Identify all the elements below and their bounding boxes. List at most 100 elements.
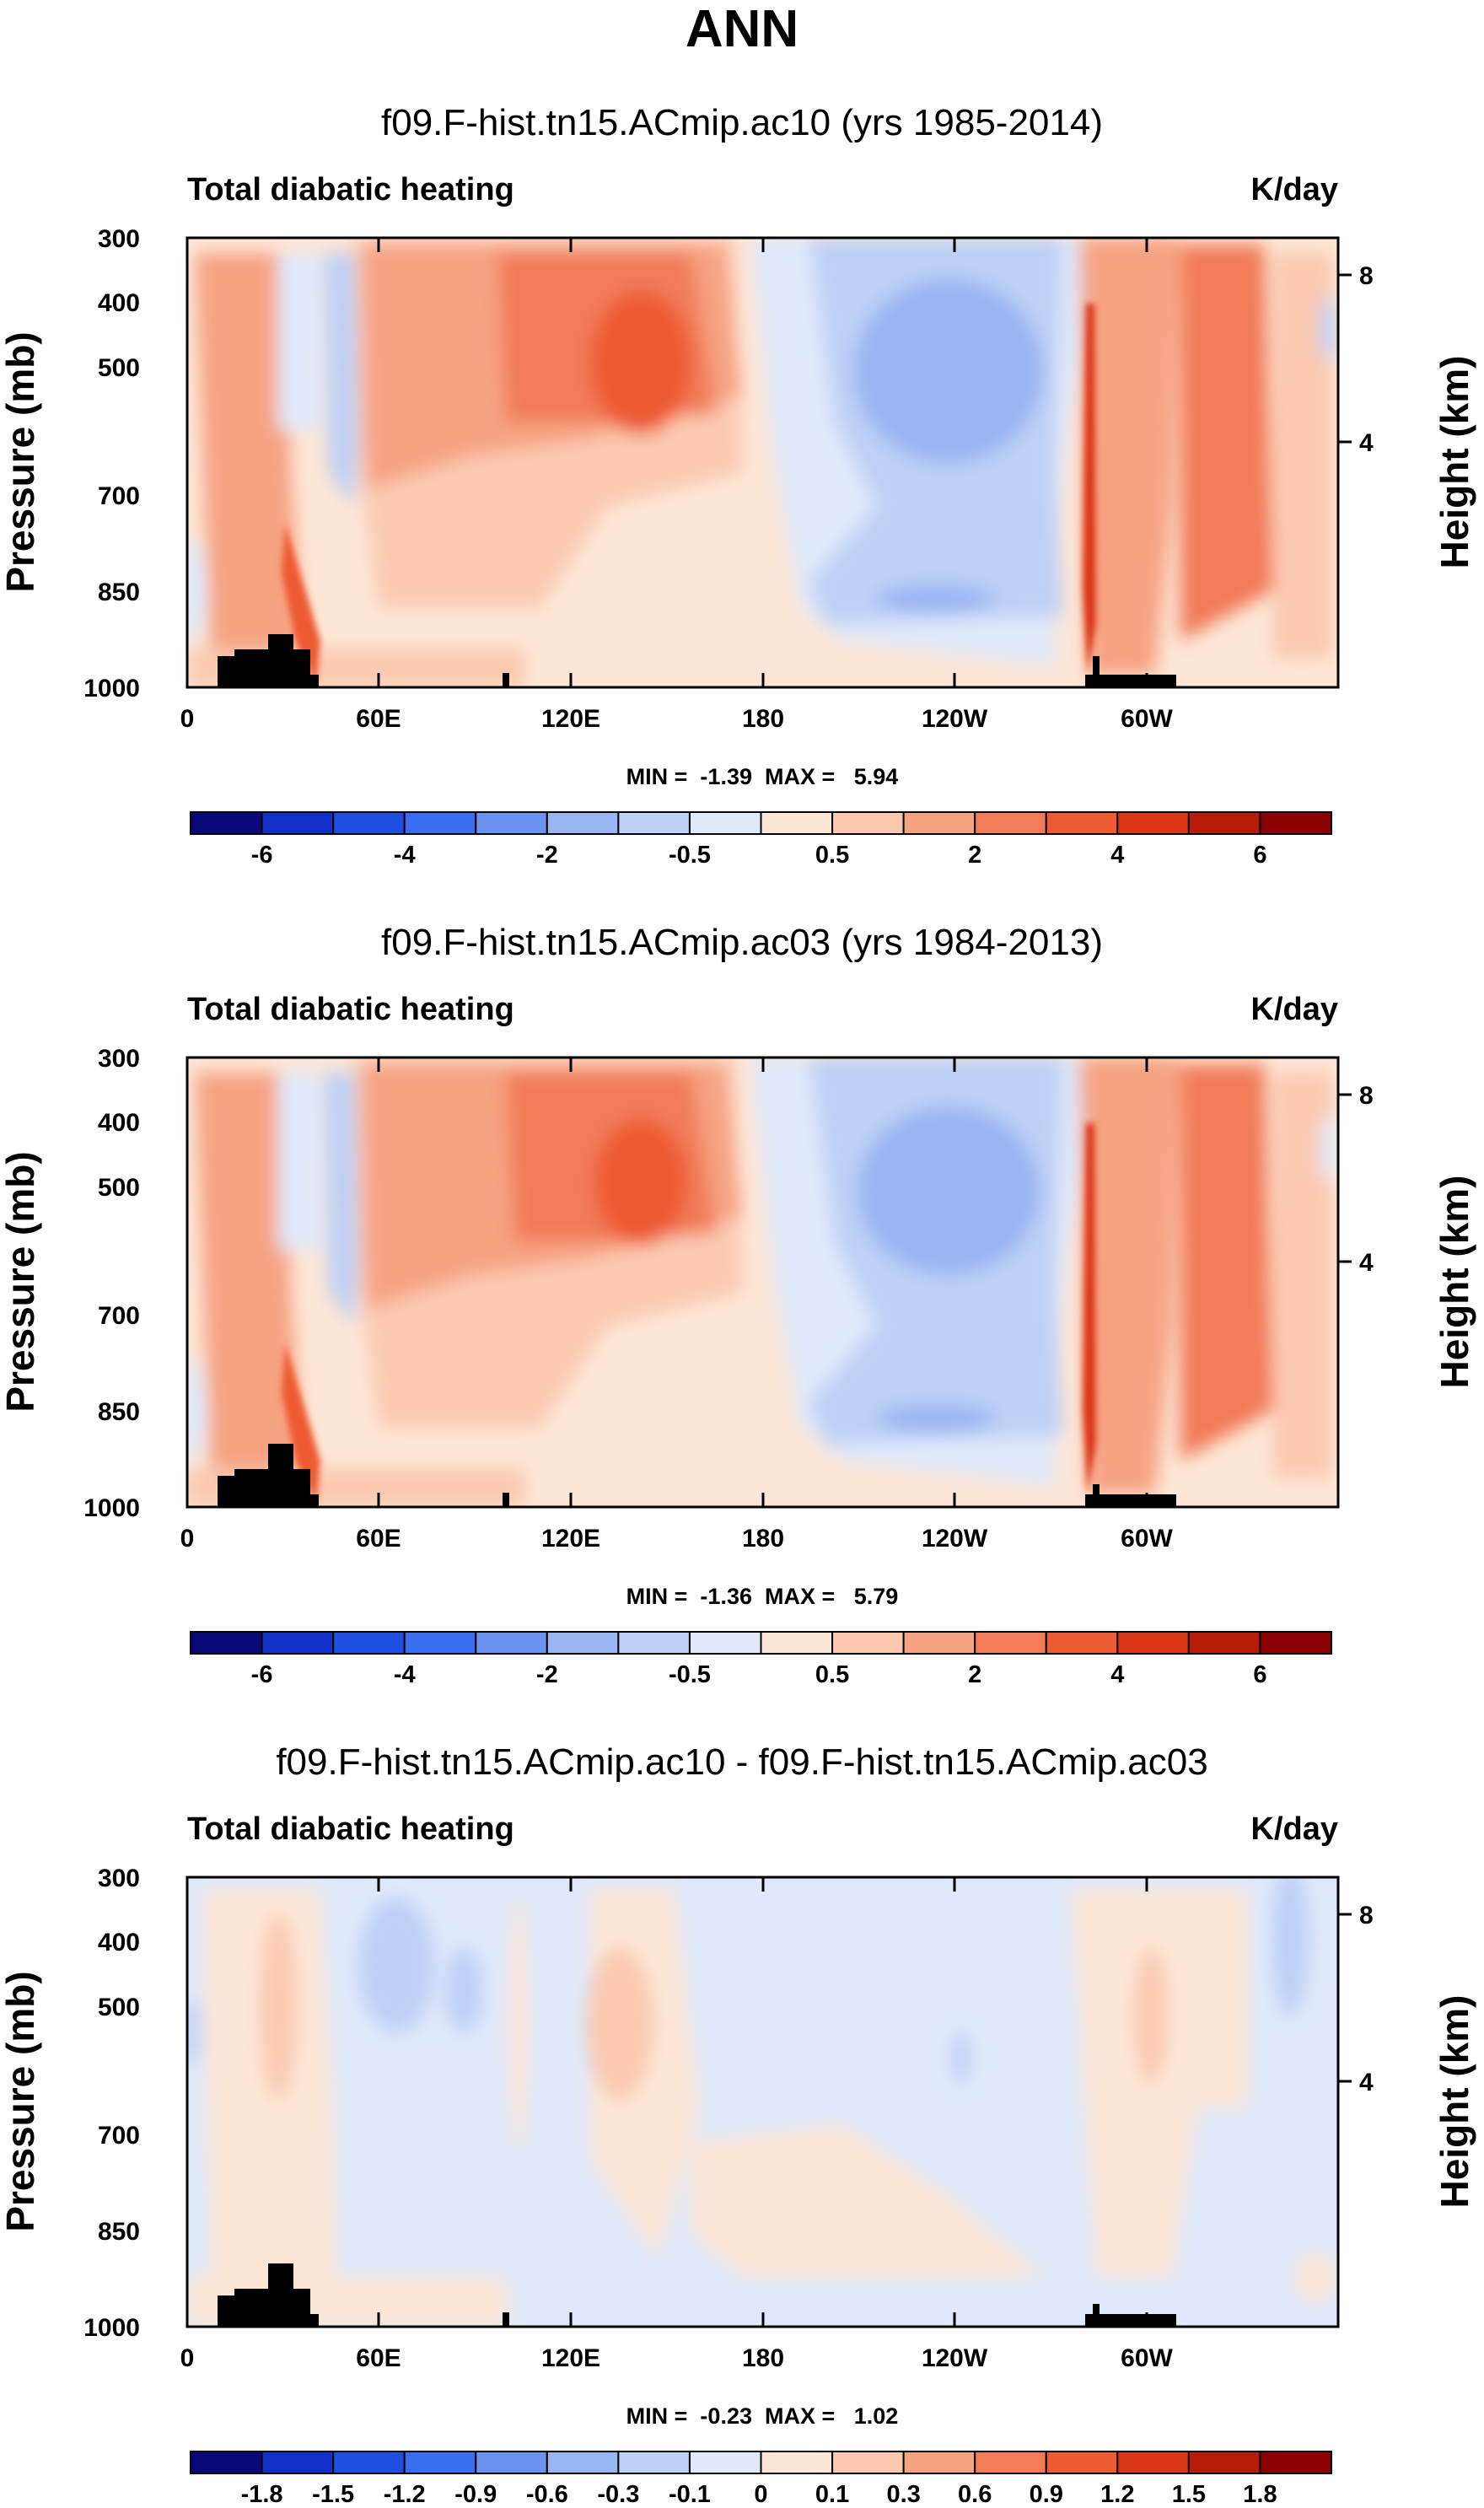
colorbar-label: -0.1 xyxy=(669,2481,711,2508)
colorbar-swatch xyxy=(902,2451,976,2474)
colorbar-label: 6 xyxy=(1253,1661,1266,1688)
colorbar-swatch xyxy=(831,2451,905,2474)
x-axis-ticks xyxy=(186,238,1352,687)
y-right-tick-label: 8 xyxy=(1359,1082,1374,1110)
colorbar-swatch xyxy=(332,1631,406,1655)
colorbar-swatch xyxy=(190,1631,263,1655)
x-tick-label: 0 xyxy=(180,1525,195,1553)
colorbar-swatch xyxy=(974,1631,1047,1655)
y-axis-label: Pressure (mb) xyxy=(0,1971,42,2231)
colorbar-swatch xyxy=(974,2451,1047,2474)
colorbar-label: -0.5 xyxy=(669,842,711,869)
x-tick-label: 180 xyxy=(742,705,784,733)
colorbar-label: -6 xyxy=(251,842,273,869)
contour-field xyxy=(187,1877,1338,2327)
colorbar-swatch xyxy=(831,1631,905,1655)
y-axis-right-label: Height (km) xyxy=(1433,1176,1476,1389)
y-tick-label: 500 xyxy=(98,354,140,382)
colorbar-swatch xyxy=(1187,811,1261,835)
y-tick-label: 1000 xyxy=(83,2314,140,2342)
y-tick-label: 500 xyxy=(98,1994,140,2021)
colorbar-swatch xyxy=(902,1631,976,1655)
colorbar-swatch xyxy=(974,811,1047,835)
colorbar-label: -1.8 xyxy=(241,2481,283,2508)
colorbar-label: 1.5 xyxy=(1172,2481,1206,2508)
panel-1: f09.F-hist.tn15.ACmip.ac10 (yrs 1985-201… xyxy=(0,102,1476,869)
colorbar-label: -0.6 xyxy=(526,2481,568,2508)
colorbar-label: -1.5 xyxy=(312,2481,354,2508)
y-tick-label: 850 xyxy=(98,2218,140,2246)
colorbar-label: -4 xyxy=(394,842,416,869)
units-label: K/day xyxy=(1251,992,1338,1027)
colorbar-swatch xyxy=(332,811,406,835)
colorbar-swatch xyxy=(902,811,976,835)
panel-title: f09.F-hist.tn15.ACmip.ac10 - f09.F-hist.… xyxy=(276,1741,1207,1783)
colorbar-swatch xyxy=(546,1631,620,1655)
y-tick-label: 300 xyxy=(98,225,140,253)
x-tick-label: 60W xyxy=(1121,2344,1173,2372)
colorbar-label: 0.6 xyxy=(958,2481,992,2508)
x-axis-ticks xyxy=(186,1877,1352,2327)
colorbar-swatch xyxy=(261,1631,335,1655)
y-tick-label: 700 xyxy=(98,482,140,510)
colorbar-label: -2 xyxy=(536,842,558,869)
x-tick-label: 180 xyxy=(742,1525,784,1553)
x-tick-label: 120W xyxy=(922,705,988,733)
x-tick-label: 120E xyxy=(541,705,600,733)
y-tick-label: 300 xyxy=(98,1865,140,1892)
colorbar-swatch xyxy=(617,2451,691,2474)
colorbar-label: 4 xyxy=(1110,1661,1124,1688)
x-tick-label: 120W xyxy=(922,1525,988,1553)
variable-label: Total diabatic heating xyxy=(187,172,514,207)
colorbar-label: 1.8 xyxy=(1243,2481,1277,2508)
x-tick-label: 0 xyxy=(180,2344,195,2372)
colorbar-swatch xyxy=(688,2451,762,2474)
colorbar-label: 0.9 xyxy=(1030,2481,1063,2508)
min-max-stats: MIN = -1.36 MAX = 5.79 xyxy=(626,1584,899,1609)
colorbar-swatch xyxy=(688,811,762,835)
colorbar-label: -0.5 xyxy=(669,1661,711,1688)
y-tick-label: 500 xyxy=(98,1174,140,1202)
colorbar-label: -1.2 xyxy=(384,2481,426,2508)
x-tick-label: 60W xyxy=(1121,705,1173,733)
colorbar-swatch xyxy=(403,811,477,835)
units-label: K/day xyxy=(1251,1811,1338,1847)
colorbar: -1.8 -1.5 -1.2 -0.9 -0.6 -0.3 -0.1 0 0.1 0.3 0.6 0.… xyxy=(190,2451,1332,2508)
y-right-tick-label: 4 xyxy=(1359,2069,1374,2096)
colorbar-swatch xyxy=(1259,2451,1332,2474)
y-tick-label: 400 xyxy=(98,1929,140,1956)
colorbar-label: 2 xyxy=(968,1661,981,1688)
colorbar-swatch xyxy=(617,1631,691,1655)
colorbar-swatch xyxy=(1116,2451,1190,2474)
colorbar: -6 -4 -2 -0.5 0.5 2 4 6 xyxy=(190,811,1332,869)
colorbar-label: 4 xyxy=(1110,842,1124,869)
x-tick-label: 0 xyxy=(180,705,195,733)
y-tick-label: 700 xyxy=(98,2122,140,2150)
y-axis-right-label: Height (km) xyxy=(1433,1995,1476,2209)
figure-title: ANN xyxy=(686,0,798,58)
colorbar-swatch xyxy=(617,811,691,835)
panel-3: f09.F-hist.tn15.ACmip.ac10 - f09.F-hist.… xyxy=(0,1741,1476,2508)
x-tick-label: 60W xyxy=(1121,1525,1173,1553)
contour-field xyxy=(187,238,1338,687)
colorbar-swatch xyxy=(760,1631,834,1655)
colorbar-swatch xyxy=(475,2451,548,2474)
y-tick-label: 700 xyxy=(98,1302,140,1330)
min-max-stats: MIN = -1.39 MAX = 5.94 xyxy=(626,764,899,789)
colorbar-label: 6 xyxy=(1253,842,1266,869)
y-right-tick-label: 8 xyxy=(1359,1902,1374,1929)
y-tick-label: 400 xyxy=(98,1109,140,1137)
colorbar-swatch xyxy=(831,811,905,835)
colorbar-label: 2 xyxy=(968,842,981,869)
y-axis-label: Pressure (mb) xyxy=(0,1151,42,1412)
y-axis-label: Pressure (mb) xyxy=(0,331,42,592)
y-tick-label: 1000 xyxy=(83,675,140,702)
panel-title: f09.F-hist.tn15.ACmip.ac03 (yrs 1984-201… xyxy=(381,922,1103,963)
colorbar-swatch xyxy=(760,2451,834,2474)
colorbar-swatch xyxy=(546,2451,620,2474)
colorbar-swatch xyxy=(403,1631,477,1655)
x-axis-ticks xyxy=(186,1058,1352,1507)
colorbar-label: 0.1 xyxy=(815,2481,849,2508)
y-axis-right-label: Height (km) xyxy=(1433,356,1476,569)
colorbar-label: -0.9 xyxy=(454,2481,497,2508)
